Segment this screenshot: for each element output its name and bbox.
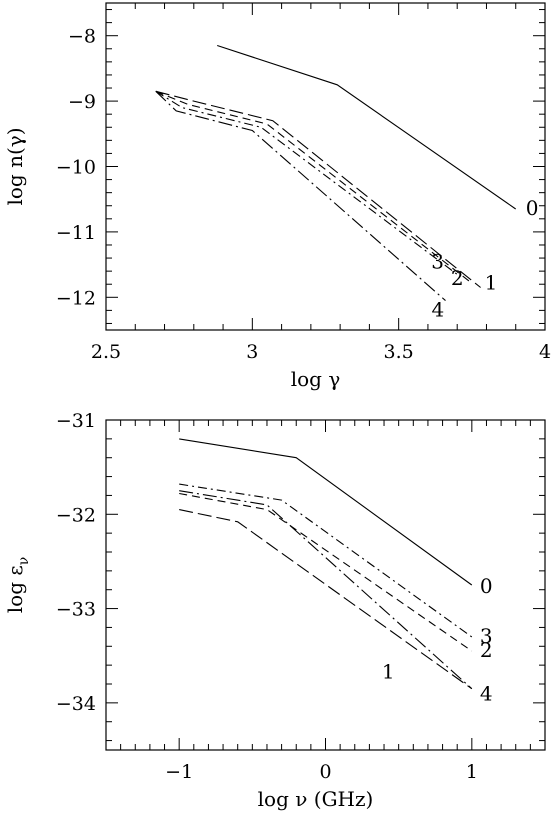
series-label-3: 3	[480, 624, 493, 648]
y-tick-label: −12	[56, 287, 96, 309]
y-tick-label: −31	[56, 410, 96, 432]
series-label-2: 2	[480, 638, 493, 662]
x-tick-label: 1	[466, 761, 478, 783]
y-tick-label: −10	[56, 157, 96, 179]
series-line-3	[179, 483, 473, 638]
series-line-3	[155, 90, 458, 275]
y-tick-label: −8	[68, 26, 96, 48]
y-tick-label: −34	[56, 693, 96, 715]
x-tick-label: 2.5	[91, 341, 121, 363]
chart-panel-2: −1 0 1 −34 −33 −32 −31 log ν (GHz) log εν 0 1 23 4	[3, 410, 546, 811]
series-line-2	[155, 90, 470, 282]
series-label-4: 4	[431, 298, 444, 322]
x-axis-label: log γ	[291, 367, 341, 391]
series-line-0	[217, 44, 517, 210]
series-line-4	[179, 490, 473, 690]
x-tick-label: 3.5	[384, 341, 414, 363]
x-axis-label: log ν (GHz)	[258, 787, 374, 811]
x-tick-label: 3	[246, 341, 258, 363]
x-tick-label: 4	[539, 341, 551, 363]
series-line-1	[155, 90, 481, 288]
y-tick-label: −32	[56, 504, 96, 526]
series-label-3: 3	[431, 249, 444, 273]
y-tick-label: −11	[56, 222, 96, 244]
series-label-1: 1	[485, 270, 498, 294]
series-line-1	[179, 509, 473, 690]
x-tick-label: 0	[319, 761, 331, 783]
series-line-4	[155, 90, 446, 302]
y-axis-label: log εν	[3, 557, 32, 613]
y-tick-label: −9	[68, 91, 96, 113]
series-line-0	[179, 438, 473, 586]
series-label-1: 1	[382, 660, 395, 684]
y-axis-label: log n(γ)	[3, 127, 27, 205]
series-label-4: 4	[480, 682, 493, 706]
y-tick-label: −33	[56, 599, 96, 621]
plot-frame	[105, 2, 546, 331]
series-label-2: 2	[451, 266, 464, 290]
y-axis-label-subscript: ν	[16, 557, 32, 566]
series-line-2	[179, 492, 473, 652]
series-label-0: 0	[480, 574, 493, 598]
x-tick-label: −1	[165, 761, 193, 783]
series-label-0: 0	[526, 196, 539, 220]
